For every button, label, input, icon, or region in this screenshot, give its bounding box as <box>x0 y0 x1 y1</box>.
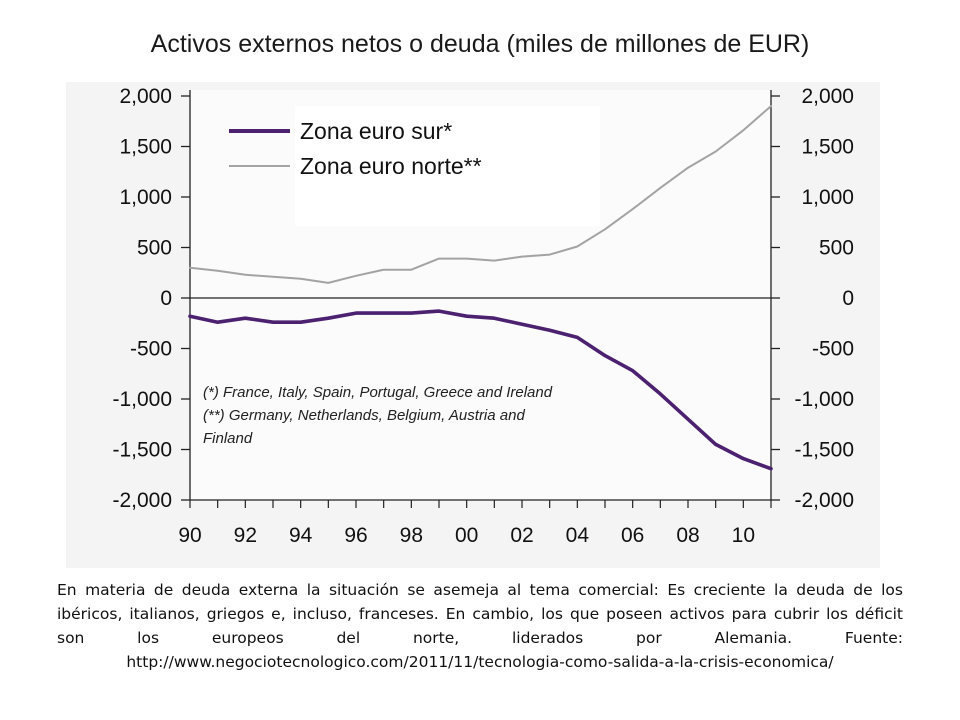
x-axis: 90 92 94 96 98 00 02 04 06 08 10 <box>178 500 772 547</box>
page-title: Activos externos netos o deuda (miles de… <box>150 30 810 58</box>
chart-footnotes: (*) France, Italy, Spain, Portugal, Gree… <box>203 384 553 447</box>
footnote-norte: (**) Germany, Netherlands, Belgium, Aust… <box>203 407 525 424</box>
series-line-norte <box>189 105 772 284</box>
series-layer <box>188 105 773 471</box>
y-tick-label-left: 0 <box>160 287 172 310</box>
y-tick-label-right: -1,000 <box>794 388 854 411</box>
y-tick-label-left: -1,000 <box>112 388 172 411</box>
legend-background <box>295 106 600 226</box>
x-tick-label: 98 <box>400 524 423 547</box>
y-tick-label-right: 1,500 <box>801 136 854 159</box>
y-axis-left: 2,000 1,500 1,000 500 0 -500 -1,000 -1,500 -2,00… <box>112 85 190 512</box>
x-tick-label: 96 <box>344 524 367 547</box>
x-tick-label: 00 <box>455 524 478 547</box>
caption-text: En materia de deuda externa la situación… <box>57 581 903 671</box>
footnote-norte-cont: Finland <box>203 430 253 447</box>
legend-label-norte: Zona euro norte** <box>300 153 482 179</box>
y-tick-label-right: 1,000 <box>801 186 854 209</box>
x-tick-label: 92 <box>234 524 257 547</box>
y-tick-label-right: -500 <box>812 338 854 361</box>
y-tick-label-right: 500 <box>819 237 854 260</box>
y-tick-label-right: 0 <box>842 287 854 310</box>
legend-label-sur: Zona euro sur* <box>300 118 452 144</box>
footnote-sur: (*) France, Italy, Spain, Portugal, Gree… <box>203 384 553 401</box>
y-tick-label-left: 1,000 <box>119 186 172 209</box>
y-tick-label-right: -1,500 <box>794 439 854 462</box>
x-tick-label: 06 <box>621 524 644 547</box>
x-tick-label: 90 <box>178 524 201 547</box>
y-tick-label-left: 2,000 <box>119 85 172 108</box>
chart-legend: Zona euro sur* Zona euro norte** <box>229 106 600 226</box>
y-axis-right: 2,000 1,500 1,000 500 0 -500 -1,000 -1,500 -2,00… <box>771 85 854 512</box>
chart-axes <box>189 90 772 501</box>
y-tick-label-right: -2,000 <box>794 489 854 512</box>
x-tick-label: 94 <box>289 524 313 547</box>
y-tick-label-right: 2,000 <box>801 85 854 108</box>
series-line-sur <box>188 309 773 471</box>
y-tick-label-left: -2,000 <box>112 489 172 512</box>
x-tick-label: 02 <box>510 524 533 547</box>
y-tick-label-left: -1,500 <box>112 439 172 462</box>
x-tick-label: 08 <box>676 524 699 547</box>
y-tick-label-left: 1,500 <box>119 136 172 159</box>
y-tick-label-left: 500 <box>137 237 172 260</box>
y-tick-label-left: -500 <box>130 338 172 361</box>
x-tick-label: 10 <box>732 524 755 547</box>
x-tick-label: 04 <box>566 524 590 547</box>
